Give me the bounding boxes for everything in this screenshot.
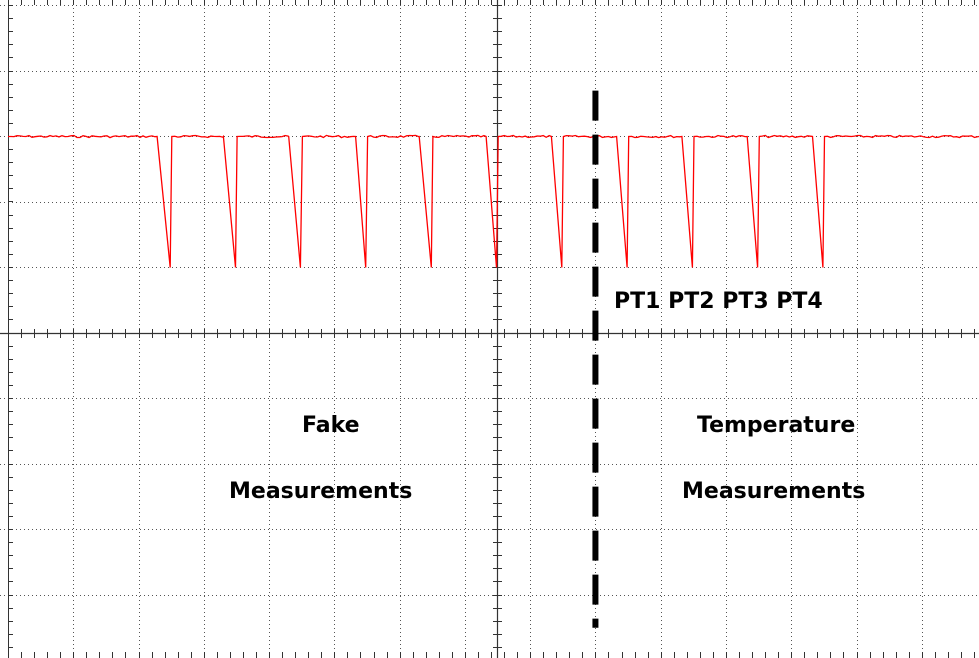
- temperature-measurements-label: Measurements: [682, 479, 865, 504]
- pt-labels: PT1 PT2 PT3 PT4: [614, 289, 823, 314]
- fake-measurements-label: Measurements: [229, 479, 412, 504]
- signal-trace: [8, 134, 979, 268]
- fake-label: Fake: [302, 413, 360, 438]
- temperature-label: Temperature: [697, 413, 855, 438]
